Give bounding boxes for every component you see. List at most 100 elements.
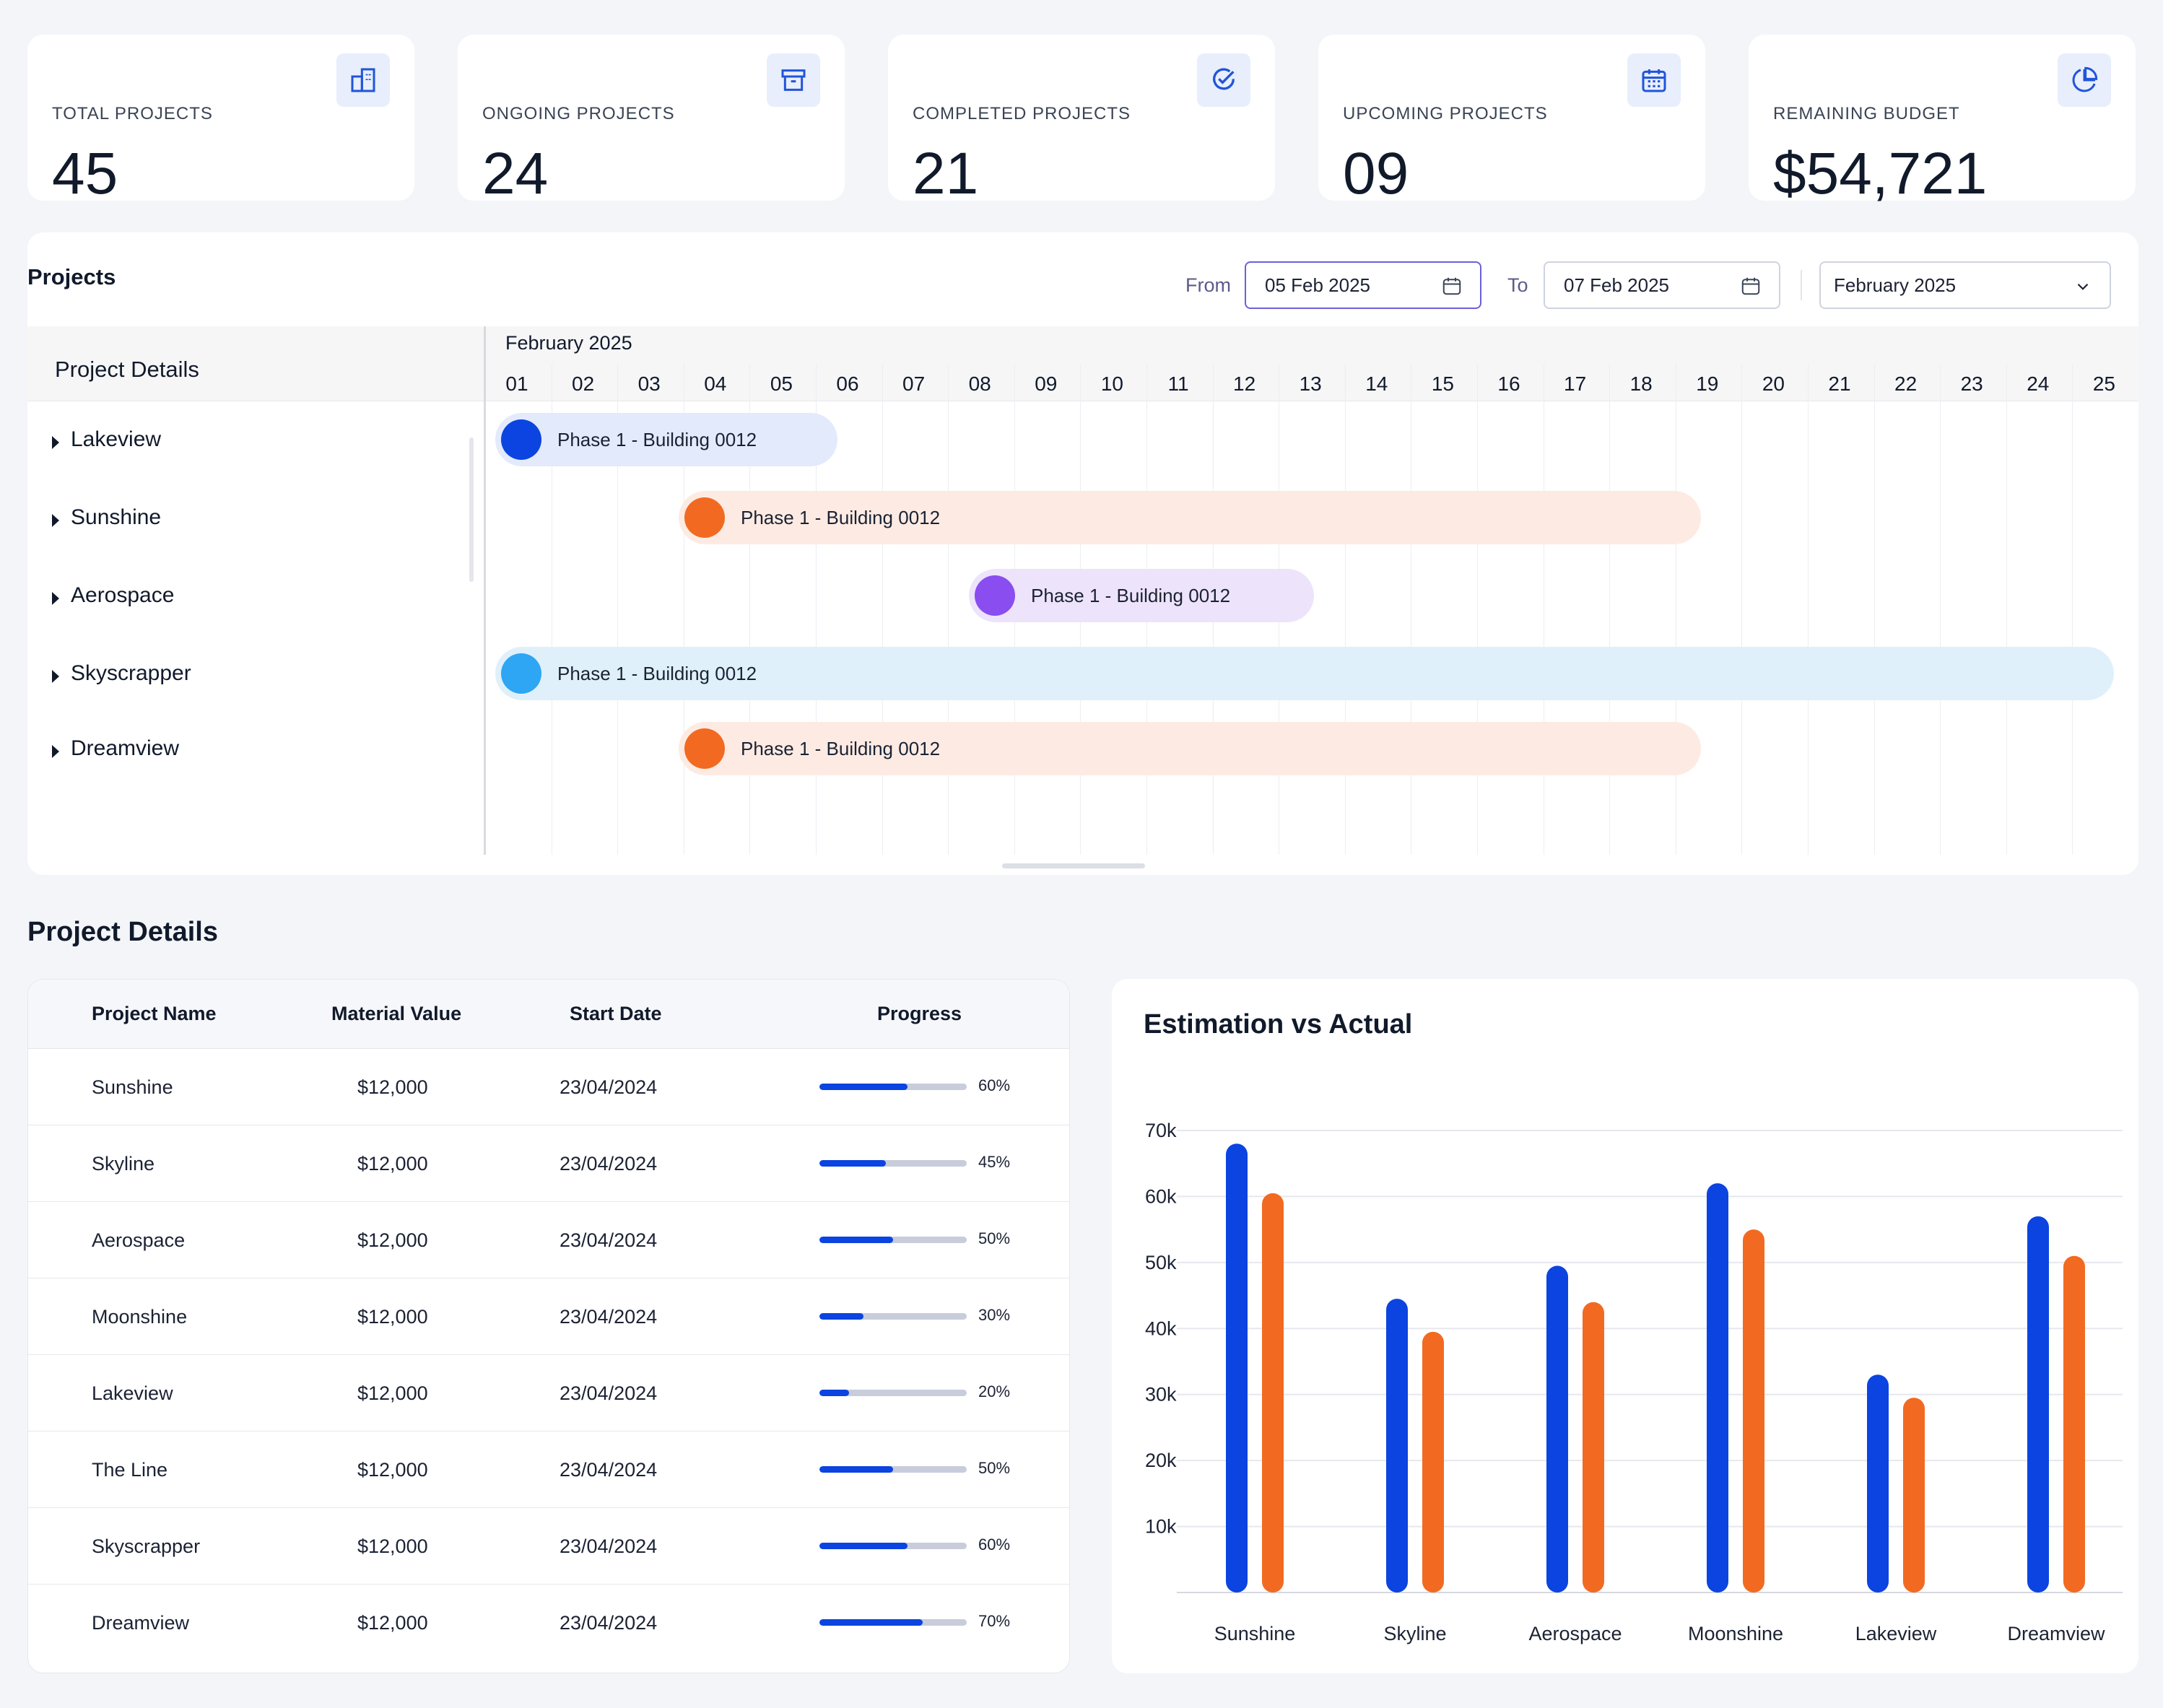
to-date-input[interactable]: 07 Feb 2025 xyxy=(1544,261,1780,309)
cell-material-value: $12,000 xyxy=(357,1076,428,1098)
month-select-value: February 2025 xyxy=(1834,274,1957,296)
cell-material-value: $12,000 xyxy=(357,1535,428,1557)
day-label: 07 xyxy=(902,372,926,395)
gantt-task-bar[interactable]: Phase 1 - Building 0012 xyxy=(495,647,2114,700)
y-tick-label: 20k xyxy=(1145,1450,1177,1471)
progress-percent: 60% xyxy=(978,1535,1011,1554)
panel-divider[interactable] xyxy=(484,326,486,855)
column-header-progress[interactable]: Progress xyxy=(877,1003,962,1024)
stat-label: ONGOING PROJECTS xyxy=(482,104,675,123)
progress-fill xyxy=(819,1084,908,1090)
horizontal-scrollbar[interactable] xyxy=(1002,863,1145,868)
bar-series-0-skyline[interactable] xyxy=(1386,1299,1408,1592)
cell-project-name: Skyline xyxy=(92,1153,155,1175)
bar-series-0-moonshine[interactable] xyxy=(1707,1183,1728,1592)
project-row-name: Sunshine xyxy=(71,505,162,529)
x-tick-label: Moonshine xyxy=(1688,1623,1783,1644)
bar-series-0-lakeview[interactable] xyxy=(1867,1374,1889,1592)
stat-card-total-projects: TOTAL PROJECTS 45 xyxy=(27,35,414,206)
table-row[interactable]: Skyline $12,000 23/04/2024 45% xyxy=(28,1125,1069,1202)
task-status-dot xyxy=(684,497,725,538)
calendar-icon[interactable] xyxy=(1441,275,1463,297)
day-label: 20 xyxy=(1762,372,1785,395)
table-row[interactable]: Sunshine $12,000 23/04/2024 60% xyxy=(28,1049,1069,1125)
table-row[interactable]: Lakeview $12,000 23/04/2024 20% xyxy=(28,1355,1069,1432)
timeline-header xyxy=(485,326,2138,401)
cell-start-date: 23/04/2024 xyxy=(560,1535,658,1557)
task-status-dot xyxy=(501,419,541,460)
caret-right-icon[interactable] xyxy=(52,670,59,683)
building-icon xyxy=(336,53,390,107)
gantt-task-bar[interactable]: Phase 1 - Building 0012 xyxy=(969,569,1314,622)
x-tick-label: Aerospace xyxy=(1528,1623,1622,1644)
gantt-task-bar[interactable]: Phase 1 - Building 0012 xyxy=(679,722,1701,775)
cell-start-date: 23/04/2024 xyxy=(560,1306,658,1328)
bar-series-1-moonshine[interactable] xyxy=(1743,1229,1764,1592)
from-label: From xyxy=(1185,274,1231,296)
caret-right-icon[interactable] xyxy=(52,436,59,449)
bar-series-1-dreamview[interactable] xyxy=(2063,1255,2085,1592)
table-row[interactable]: Dreamview $12,000 23/04/2024 70% xyxy=(28,1585,1069,1661)
bar-series-1-sunshine[interactable] xyxy=(1262,1193,1284,1592)
cell-project-name: Moonshine xyxy=(92,1306,188,1328)
table-row[interactable]: Moonshine $12,000 23/04/2024 30% xyxy=(28,1278,1069,1355)
stat-value: 24 xyxy=(482,141,549,206)
cell-project-name: Dreamview xyxy=(92,1612,190,1634)
table-row[interactable]: Skyscrapper $12,000 23/04/2024 60% xyxy=(28,1508,1069,1585)
progress-percent: 70% xyxy=(978,1612,1011,1630)
bar-series-0-aerospace[interactable] xyxy=(1546,1265,1568,1592)
task-label: Phase 1 - Building 0012 xyxy=(1031,585,1231,606)
bar-series-0-sunshine[interactable] xyxy=(1226,1143,1248,1592)
day-label: 06 xyxy=(836,372,859,395)
task-label: Phase 1 - Building 0012 xyxy=(557,429,757,450)
cell-start-date: 23/04/2024 xyxy=(560,1153,658,1175)
chart-title: Estimation vs Actual xyxy=(1144,1009,1413,1040)
stat-value: 21 xyxy=(913,141,979,206)
bar-series-0-dreamview[interactable] xyxy=(2027,1216,2049,1592)
caret-right-icon[interactable] xyxy=(52,592,59,605)
day-label: 04 xyxy=(704,372,727,395)
estimation-vs-actual-chart: 10k 20k 30k 40k 50k 60k 70k Sunshine Skyline Aero… xyxy=(1145,1120,2123,1644)
column-header-material-value[interactable]: Material Value xyxy=(331,1003,462,1024)
from-date-value: 05 Feb 2025 xyxy=(1265,274,1371,296)
from-date-input[interactable]: 05 Feb 2025 xyxy=(1245,261,1481,309)
gantt-task-bar[interactable]: Phase 1 - Building 0012 xyxy=(495,413,837,466)
chevron-down-icon xyxy=(2077,283,2089,290)
caret-right-icon[interactable] xyxy=(52,745,59,758)
left-scrollbar[interactable] xyxy=(469,437,474,582)
project-details-header-label: Project Details xyxy=(55,357,199,382)
month-select[interactable]: February 2025 xyxy=(1819,261,2111,309)
y-tick-label: 10k xyxy=(1145,1516,1177,1538)
day-label: 08 xyxy=(968,372,991,395)
project-row-name: Skyscrapper xyxy=(71,661,191,685)
bar-series-1-skyline[interactable] xyxy=(1422,1331,1444,1592)
cell-material-value: $12,000 xyxy=(357,1459,428,1481)
table-row[interactable]: The Line $12,000 23/04/2024 50% xyxy=(28,1432,1069,1508)
day-label: 21 xyxy=(1828,372,1851,395)
calendar-icon[interactable] xyxy=(1740,275,1762,297)
cell-start-date: 23/04/2024 xyxy=(560,1382,658,1404)
section-title: Project Details xyxy=(27,917,218,947)
task-status-dot xyxy=(501,653,541,694)
y-tick-label: 30k xyxy=(1145,1384,1177,1406)
column-header-start-date[interactable]: Start Date xyxy=(570,1003,662,1024)
gantt-task-bar[interactable]: Phase 1 - Building 0012 xyxy=(679,491,1701,544)
project-details-table: Project Name Material Value Start Date P… xyxy=(27,979,1070,1673)
cell-material-value: $12,000 xyxy=(357,1229,428,1251)
progress-fill xyxy=(819,1543,908,1549)
progress-fill xyxy=(819,1390,849,1396)
timeline-month: February 2025 xyxy=(505,332,632,354)
table-row[interactable]: Aerospace $12,000 23/04/2024 50% xyxy=(28,1202,1069,1278)
cell-project-name: Aerospace xyxy=(92,1229,186,1251)
progress-bar xyxy=(819,1313,967,1320)
cell-project-name: Lakeview xyxy=(92,1382,173,1404)
projects-panel-title: Projects xyxy=(27,264,116,289)
caret-right-icon[interactable] xyxy=(52,514,59,527)
table-header: Project Name Material Value Start Date P… xyxy=(28,980,1069,1049)
column-header-project-name[interactable]: Project Name xyxy=(92,1003,217,1024)
cell-start-date: 23/04/2024 xyxy=(560,1076,658,1098)
progress-fill xyxy=(819,1313,864,1320)
bar-series-1-aerospace[interactable] xyxy=(1583,1302,1604,1592)
progress-bar xyxy=(819,1084,967,1090)
bar-series-1-lakeview[interactable] xyxy=(1903,1398,1925,1592)
